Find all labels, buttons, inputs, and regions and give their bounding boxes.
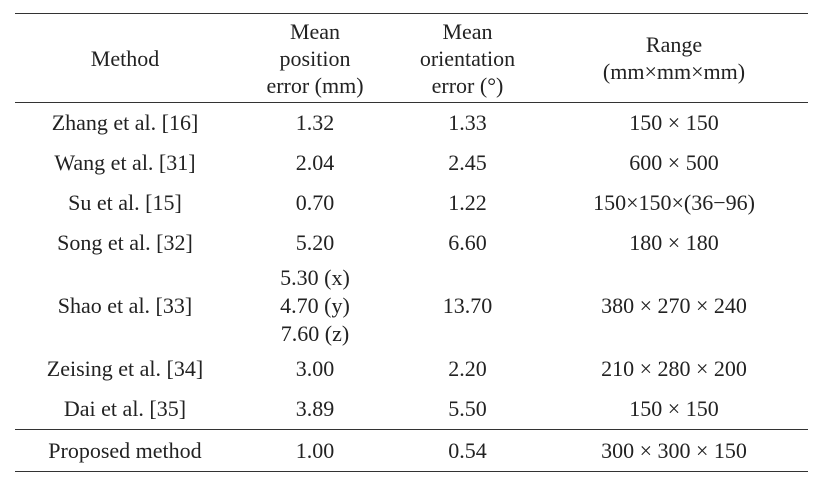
table-cell: 0.70	[295, 190, 335, 215]
table-body: Zhang et al. [16] 1.32 1.33 150 × 150 Wang e…	[15, 103, 808, 472]
cell-line: Mean	[442, 18, 493, 44]
cell-line: (mm×mm×mm)	[602, 59, 746, 84]
table-cell: Zeising et al. [34]	[46, 356, 204, 381]
table-cell: 2.04	[295, 150, 335, 175]
table-cell: 6.60	[448, 230, 487, 255]
cell-line: orientation	[419, 45, 516, 71]
table-cell: 1.32	[295, 110, 335, 135]
cell-line: error (mm)	[266, 72, 364, 98]
table-cell: 210 × 280 × 200	[601, 356, 747, 381]
cell-line: 7.60 (z)	[280, 321, 350, 346]
cell-line: error (°)	[431, 72, 504, 98]
table-cell: Shao et al. [33]	[57, 293, 193, 318]
table-row: Zhang et al. [16] 1.32 1.33 150 × 150	[15, 103, 808, 144]
table-cell: Dai et al. [35]	[63, 396, 187, 421]
table-cell: 5.20	[295, 230, 335, 255]
table-cell: 3.00	[295, 356, 335, 381]
cell-line: 4.70 (y)	[280, 293, 350, 318]
table-cell: Su et al. [15]	[68, 190, 182, 215]
header-cell: Mean position error (mm)	[235, 13, 395, 103]
table-cell: 1.33	[448, 110, 487, 135]
cell-line: position	[279, 45, 351, 71]
table-row: Song et al. [32] 5.20 6.60 180 × 180	[15, 223, 808, 263]
table-header: Method Mean position error (mm) Mean orientat…	[15, 13, 808, 103]
table-cell: 0.54	[395, 429, 540, 472]
cell-line: 5.30 (x)	[280, 265, 350, 290]
table-row: Dai et al. [35] 3.89 5.50 150 × 150	[15, 389, 808, 430]
table-cell: 5.30 (x) 4.70 (y) 7.60 (z)	[235, 263, 395, 349]
table-row: Wang et al. [31] 2.04 2.45 600 × 500	[15, 143, 808, 183]
table-cell: 3.89	[295, 396, 335, 421]
table-cell: 150 × 150	[629, 110, 719, 135]
table-cell: 2.20	[448, 356, 487, 381]
table-cell: 380 × 270 × 240	[601, 293, 747, 318]
cell-line: Range	[645, 32, 703, 57]
header-cell: Range (mm×mm×mm)	[540, 13, 808, 103]
table-cell: 1.00	[235, 429, 395, 472]
table-row: Su et al. [15] 0.70 1.22 150×150×(36−96)	[15, 183, 808, 223]
table-row: Shao et al. [33] 5.30 (x) 4.70 (y) 7.60 (z)…	[15, 263, 808, 349]
table-cell: 600 × 500	[629, 150, 719, 175]
table-cell: 2.45	[448, 150, 487, 175]
table-cell: Zhang et al. [16]	[51, 110, 199, 135]
cell-line: Method	[90, 45, 160, 71]
table-cell: 150 × 150	[629, 396, 719, 421]
table-cell: Proposed method	[15, 429, 235, 472]
table-cell: 300 × 300 × 150	[540, 429, 808, 472]
table-cell: 1.22	[448, 190, 487, 215]
table-row: Proposed method 1.00 0.54 300 × 300 × 150	[15, 429, 808, 472]
header-row: Method Mean position error (mm) Mean orientat…	[15, 13, 808, 103]
table-row: Zeising et al. [34] 3.00 2.20 210 × 280 × 2…	[15, 349, 808, 389]
table-cell: 150×150×(36−96)	[593, 190, 755, 215]
cell-line: Mean	[289, 18, 341, 44]
table-cell: 5.50	[448, 396, 487, 421]
table-cell: 180 × 180	[629, 230, 719, 255]
table-cell: Song et al. [32]	[57, 230, 193, 255]
results-table: Method Mean position error (mm) Mean orientat…	[15, 13, 808, 472]
header-cell: Method	[15, 13, 235, 103]
header-cell: Mean orientation error (°)	[395, 13, 540, 103]
table-cell: 13.70	[442, 293, 493, 318]
table-cell: Wang et al. [31]	[54, 150, 196, 175]
